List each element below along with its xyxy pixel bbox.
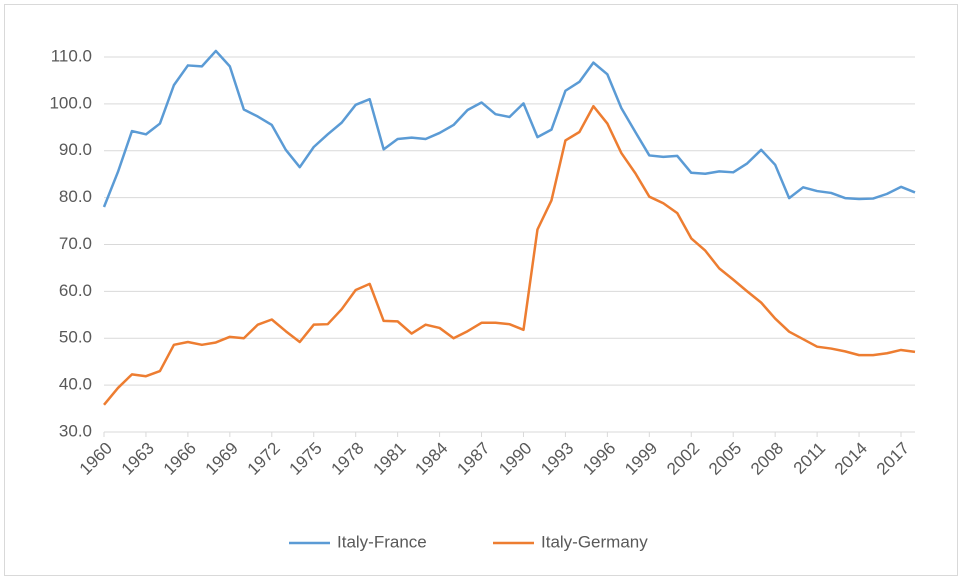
line-series bbox=[103, 104, 916, 406]
y-tick-label: 60.0 bbox=[59, 281, 92, 300]
y-tick-label: 100.0 bbox=[49, 93, 92, 112]
y-tick-label: 30.0 bbox=[59, 421, 92, 440]
legend-label: Italy-France bbox=[337, 532, 427, 551]
y-tick-label: 90.0 bbox=[59, 140, 92, 159]
y-tick-label: 80.0 bbox=[59, 187, 92, 206]
y-tick-label: 40.0 bbox=[59, 375, 92, 394]
chart-border bbox=[4, 4, 958, 576]
y-tick-label: 70.0 bbox=[59, 234, 92, 253]
legend-label: Italy-Germany bbox=[541, 532, 648, 551]
y-tick-label: 50.0 bbox=[59, 328, 92, 347]
y-tick-label: 110.0 bbox=[51, 46, 92, 65]
line-series bbox=[102, 49, 916, 208]
